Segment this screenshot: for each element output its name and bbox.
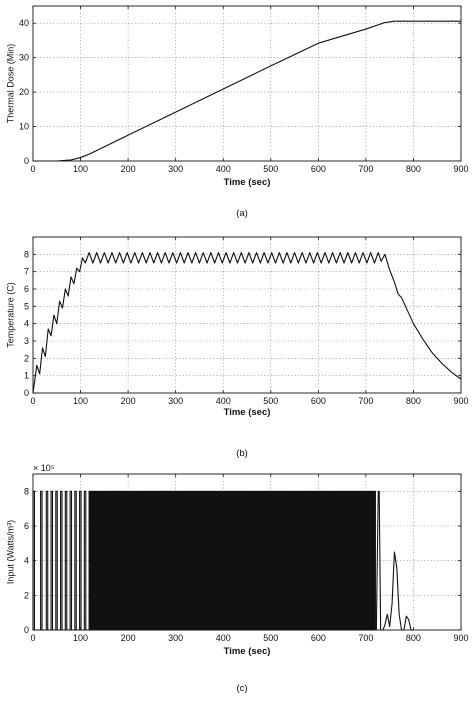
chart-b-ytick-label-2: 2 [24, 353, 29, 363]
chart-b-ytick-label-5: 5 [24, 301, 29, 311]
chart-a-ytick-label-4: 40 [19, 18, 29, 28]
chart-b-ytick-label-6: 6 [24, 284, 29, 294]
chart-b-ytick-label-0: 0 [24, 388, 29, 398]
chart-c-ytick-label-4: 8 [24, 486, 29, 496]
chart-b-xtick-label-5: 500 [263, 396, 278, 406]
chart-c-xtick-label-4: 400 [216, 633, 231, 643]
chart-a-xtick-label-3: 300 [168, 164, 183, 174]
chart-b-ytick-label-7: 7 [24, 267, 29, 277]
chart-c-xtick-label-0: 0 [30, 633, 35, 643]
chart-a-xtick-label-6: 600 [311, 164, 326, 174]
chart-b-xtick-label-0: 0 [30, 396, 35, 406]
chart-a-series-0 [33, 20, 461, 162]
chart-a-xlabel: Time (sec) [224, 177, 271, 188]
chart-c-ytick-label-2: 4 [24, 556, 29, 566]
chart-b-caption: (b) [236, 448, 248, 459]
chart-c-frame [32, 473, 462, 631]
chart-b-series-0 [32, 252, 462, 394]
chart-c-ticks: 0 100 200 300 400 500 600 700 800 900 0 2 4 6 8 [24, 474, 469, 643]
chart-a-xtick-label-1: 100 [73, 164, 88, 174]
chart-b-ticks: 0 100 200 300 400 500 600 700 800 900 0 1 2 3 4 5 6 7 8 [24, 237, 469, 406]
chart-a-xtick-label-0: 0 [30, 164, 35, 174]
chart-a-grid [33, 6, 461, 161]
chart-b-ylabel: Temperature (C) [5, 282, 15, 348]
chart-a-xtick-label-7: 700 [358, 164, 373, 174]
chart-a-trace [33, 20, 461, 162]
chart-a-caption: (a) [236, 208, 248, 219]
chart-c-xtick-label-7: 700 [358, 633, 373, 643]
chart-b-grid [33, 237, 461, 393]
chart-b-xtick-label-7: 700 [358, 396, 373, 406]
chart-b: 0 100 200 300 400 500 600 700 800 900 0 1 2 3 4 5 6 7 8 Ti… [5, 236, 469, 459]
chart-a-xtick-label-8: 800 [406, 164, 421, 174]
chart-a-xtick-label-9: 900 [453, 164, 468, 174]
chart-c-xtick-label-3: 300 [168, 633, 183, 643]
chart-a-ytick-label-1: 10 [19, 122, 29, 132]
chart-c-xtick-label-9: 900 [453, 633, 468, 643]
chart-a-ticks: 0 100 200 300 400 500 600 700 800 900 0 10 20 30 40 [19, 6, 469, 174]
chart-b-frame [32, 236, 462, 394]
chart-c-xtick-label-5: 500 [263, 633, 278, 643]
chart-b-xtick-label-8: 800 [406, 396, 421, 406]
chart-b-xtick-label-9: 900 [453, 396, 468, 406]
chart-c-pulse-train [32, 490, 376, 631]
chart-b-trace [32, 252, 462, 394]
chart-b-xtick-label-2: 200 [121, 396, 136, 406]
chart-c-ytick-label-3: 6 [24, 521, 29, 531]
chart-a-ylabel: Thermal Dose (Min) [5, 44, 15, 124]
chart-b-ytick-label-4: 4 [24, 319, 29, 329]
chart-b-xtick-label-1: 100 [73, 396, 88, 406]
chart-a-frame [32, 5, 462, 162]
chart-c-xtick-label-2: 200 [121, 633, 136, 643]
chart-c-xlabel: Time (sec) [224, 646, 271, 657]
chart-b-ytick-label-8: 8 [24, 249, 29, 259]
chart-c-ylabel: Input (Watts/m³) [5, 520, 15, 584]
chart-b-xtick-label-6: 600 [311, 396, 326, 406]
chart-b-ytick-label-1: 1 [24, 371, 29, 381]
chart-c-xtick-label-6: 600 [311, 633, 326, 643]
chart-c-xtick-label-8: 800 [406, 633, 421, 643]
chart-a-ytick-label-0: 0 [24, 156, 29, 166]
chart-b-xtick-label-4: 400 [216, 396, 231, 406]
chart-b-xlabel: Time (sec) [224, 407, 271, 418]
chart-a-xtick-label-2: 200 [121, 164, 136, 174]
chart-b-xtick-label-3: 300 [168, 396, 183, 406]
chart-b-ytick-label-3: 3 [24, 336, 29, 346]
chart-a-xtick-label-5: 500 [263, 164, 278, 174]
chart-c-ytick-label-0: 0 [24, 625, 29, 635]
chart-a-xtick-label-4: 400 [216, 164, 231, 174]
chart-a-ytick-label-3: 30 [19, 53, 29, 63]
chart-c-caption: (c) [236, 683, 247, 694]
chart-c-ytick-label-1: 2 [24, 590, 29, 600]
chart-c-trace [32, 490, 414, 631]
chart-c-multiplier: × 10⁵ [33, 463, 55, 473]
chart-c-xtick-label-1: 100 [73, 633, 88, 643]
chart-a-ytick-label-2: 20 [19, 87, 29, 97]
chart-a: 0 100 200 300 400 500 600 700 800 900 0 10 20 30 40 Ti… [5, 5, 469, 219]
